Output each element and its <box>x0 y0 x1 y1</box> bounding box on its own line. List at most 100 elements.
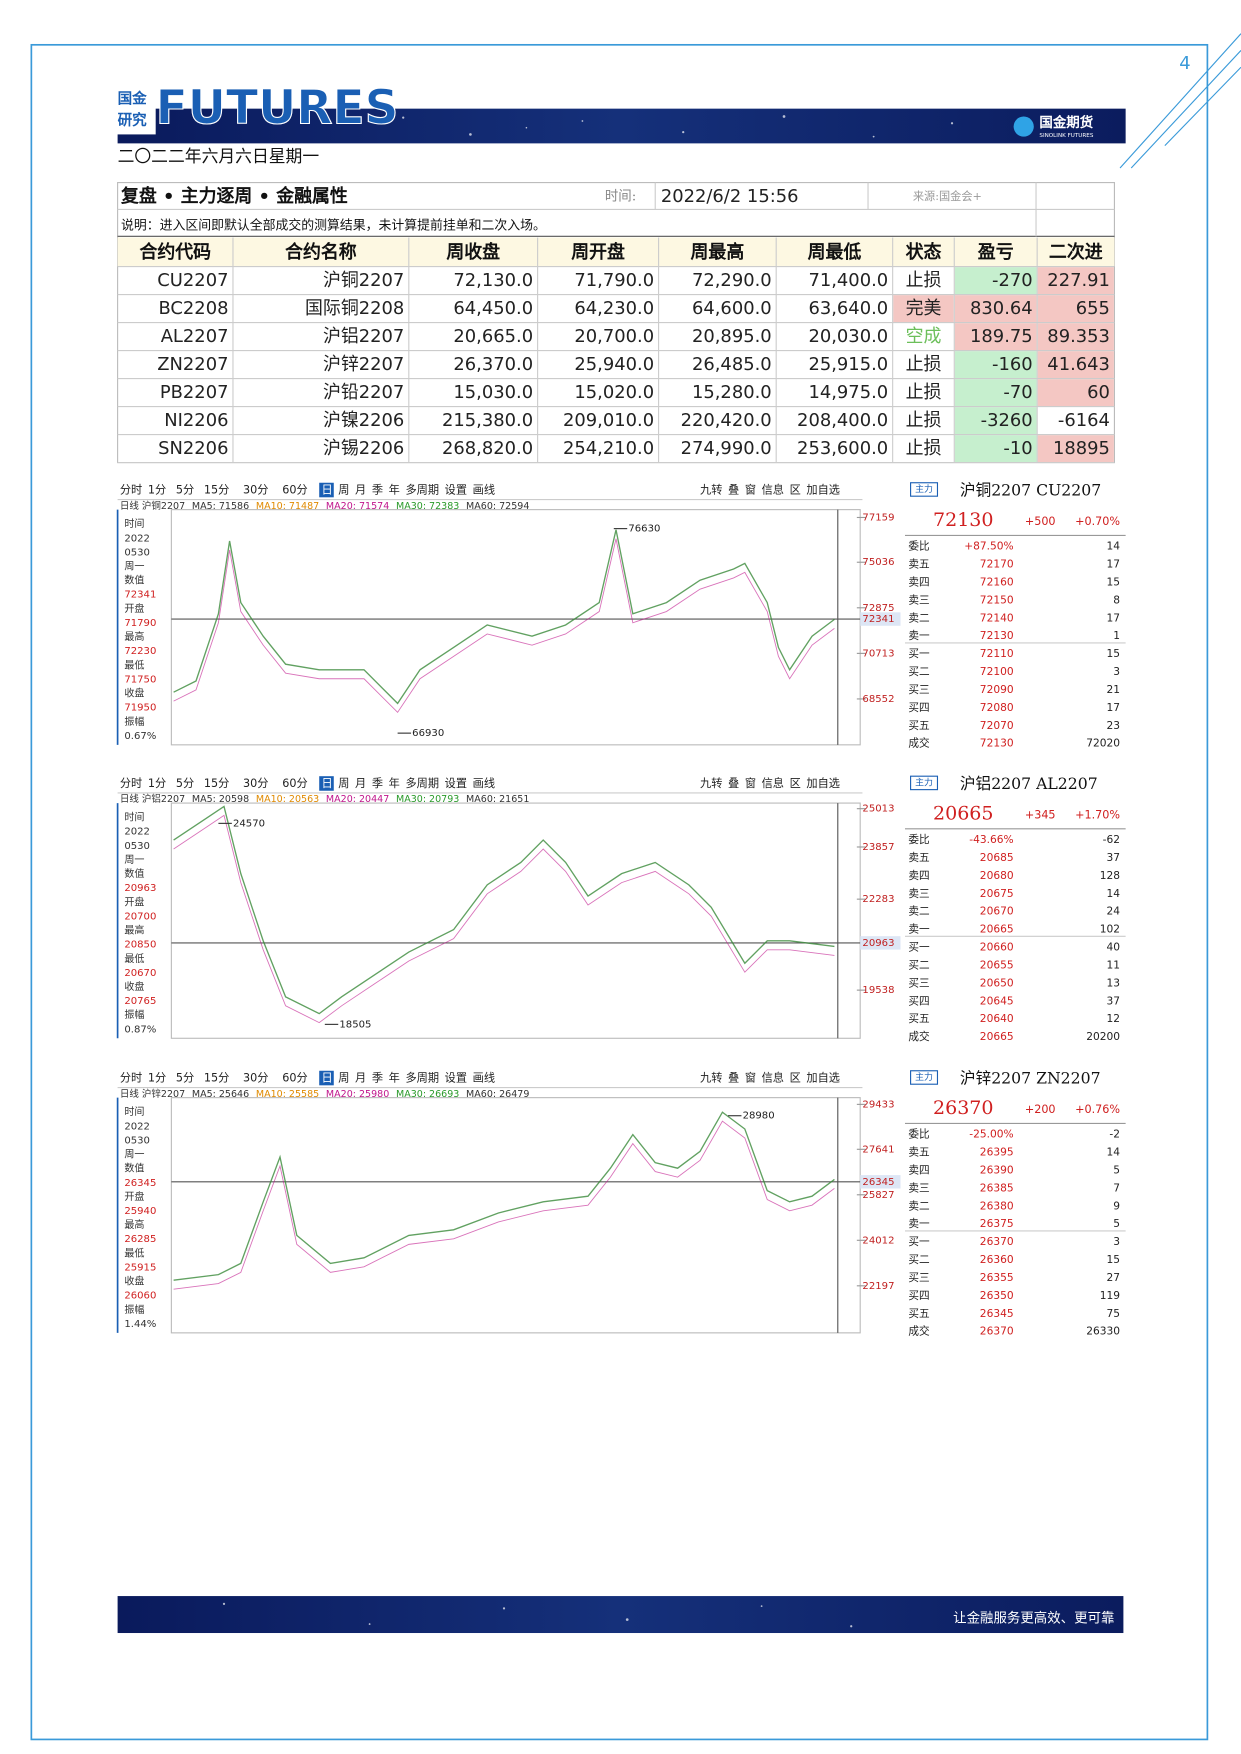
info-panel-text: 25940 <box>124 1206 156 1217</box>
toolbar-item: 5分 <box>176 777 194 790</box>
info-panel-text: 收盘 <box>124 980 144 993</box>
logo-bg <box>115 85 156 135</box>
toolbar-item: 信息 <box>762 1071 784 1085</box>
info-panel-text: 周一 <box>124 561 144 573</box>
table-cell: -10 <box>1003 438 1032 459</box>
table-cell: 止损 <box>906 382 942 403</box>
info-panel-text: 26285 <box>124 1234 156 1245</box>
table-cell: 20,700.0 <box>574 326 654 347</box>
page-frame <box>30 43 1209 1741</box>
order-book-cell: 买一 <box>908 647 930 660</box>
order-book-cell: 12 <box>1107 1012 1121 1025</box>
toolbar-item: 日 <box>321 484 332 497</box>
toolbar-item: 多周期 <box>405 776 439 790</box>
order-book-cell: 买五 <box>908 1012 930 1025</box>
toolbar-item: 画线 <box>473 483 495 497</box>
column-header: 盈亏 <box>977 242 1014 263</box>
order-book-cell: 卖四 <box>908 1163 929 1176</box>
date: 二〇二二年六月六日星期一 <box>118 146 320 166</box>
toolbar-item: 叠 <box>728 1072 739 1085</box>
order-book-cell: 9 <box>1113 1199 1120 1212</box>
toolbar-item: 分时 <box>120 1072 142 1085</box>
order-book-cell: 27 <box>1107 1271 1121 1284</box>
order-book-cell: 72150 <box>980 593 1014 606</box>
table-cell: -160 <box>992 354 1033 375</box>
table-cell: BC2208 <box>158 298 228 319</box>
order-book-cell: 卖一 <box>908 629 930 642</box>
table-cell: 空成 <box>906 326 942 347</box>
order-book-cell: 72130 <box>980 629 1014 642</box>
order-book-cell: 26370 <box>980 1325 1014 1338</box>
y-tick-label: 75036 <box>862 557 894 568</box>
toolbar-item: 日 <box>321 777 332 790</box>
toolbar-item: 九转 <box>700 1071 722 1085</box>
info-panel-text: 71950 <box>124 703 156 714</box>
toolbar-item: 60分 <box>282 777 307 790</box>
order-book-cell: 20640 <box>980 1012 1014 1025</box>
chart-bg <box>117 1067 1126 1333</box>
toolbar-item: 5分 <box>176 484 194 497</box>
order-book-cell: 7 <box>1113 1181 1120 1194</box>
toolbar-selected <box>319 1070 334 1086</box>
order-book-cell: 卖四 <box>908 869 929 882</box>
order-book-cell: 买五 <box>908 719 930 732</box>
time: 2022/6/2 15:56 <box>661 186 799 207</box>
side-tag: 主力 <box>915 776 933 788</box>
info-panel-text: 振幅 <box>124 1008 144 1021</box>
side-title: 沪铝2207 AL2207 <box>960 774 1098 793</box>
table-cell: 25,915.0 <box>808 354 888 375</box>
column-header: 周开盘 <box>571 241 625 263</box>
table-cell: PB2207 <box>160 382 229 403</box>
cell-bg <box>1037 435 1114 463</box>
table-header-bg <box>117 237 1115 267</box>
info-panel-text: 72341 <box>124 590 156 601</box>
order-book-cell: 委比 <box>908 540 929 553</box>
info-panel-text: 0.67% <box>124 731 156 742</box>
toolbar-item: 多周期 <box>405 483 439 497</box>
order-book-cell: 75 <box>1107 1307 1121 1320</box>
order-book-cell: 卖五 <box>908 851 930 864</box>
table-cell: 189.75 <box>970 326 1033 347</box>
footer-slogan: 让金融服务更高效、更可靠 <box>953 1609 1114 1626</box>
table-cell: 254,210.0 <box>563 438 654 459</box>
order-book-cell: 17 <box>1107 701 1121 714</box>
column-header: 状态 <box>906 241 942 263</box>
ma-info: 日线 沪铜2207 <box>120 500 185 512</box>
brand: 国金期货 <box>1039 114 1093 131</box>
last-price-bg <box>860 1175 901 1189</box>
column-header: 周收盘 <box>446 241 500 263</box>
table-cell: 止损 <box>906 438 942 459</box>
page-number: 4 <box>1179 53 1190 74</box>
chart: 分时 1分 5分 15分 30分 60分 日周月季年多周期 设置 画线 九转叠窗信息区加自选日线 … <box>116 1067 1126 1338</box>
order-book-cell: 成交 <box>908 737 930 750</box>
order-book-cell: 14 <box>1107 540 1121 553</box>
table-cell: 830.64 <box>970 298 1033 319</box>
plot-frame <box>170 509 861 746</box>
cell-bg <box>954 295 1037 323</box>
order-book-cell: 20665 <box>980 923 1014 936</box>
cell-bg <box>893 295 954 323</box>
order-book-cell: 20655 <box>980 958 1014 971</box>
table-cell: AL2207 <box>161 326 229 347</box>
info-panel-text: 20670 <box>124 968 156 979</box>
info-panel-text: 0.87% <box>124 1024 156 1035</box>
column-header: 周最低 <box>808 241 862 263</box>
toolbar-item: 信息 <box>762 483 784 497</box>
order-book-cell: 15 <box>1107 647 1121 660</box>
y-tick-label: 27641 <box>862 1144 894 1155</box>
table-cell: 60 <box>1087 382 1110 403</box>
toolbar-item: 季 <box>372 777 383 790</box>
price-sketch <box>173 1111 835 1281</box>
order-book-cell: 买二 <box>908 665 930 678</box>
table-cell: 沪镍2206 <box>323 410 404 431</box>
toolbar-item: 年 <box>389 776 400 790</box>
order-book-cell: 卖一 <box>908 923 930 936</box>
ma-info: MA60: 26479 <box>466 1089 529 1100</box>
ma-info: MA5: 25646 <box>192 1089 249 1100</box>
y-tick-label: 70713 <box>862 648 894 659</box>
toolbar-item: 30分 <box>243 1072 268 1085</box>
table-cell: 209,010.0 <box>563 410 654 431</box>
order-book-cell: 卖三 <box>908 593 929 606</box>
side-title: 沪铜2207 CU2207 <box>960 481 1101 500</box>
table-cell: 20,030.0 <box>808 326 888 347</box>
